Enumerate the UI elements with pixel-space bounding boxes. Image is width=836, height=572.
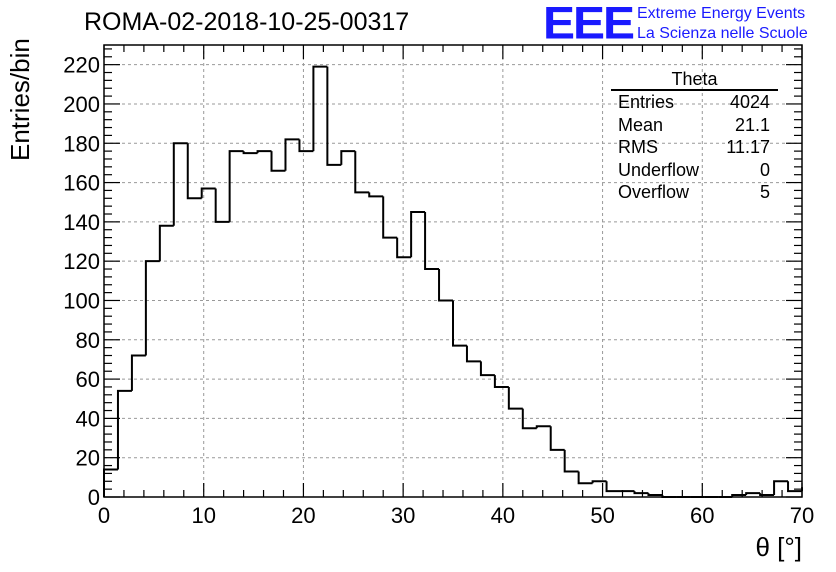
stats-label: RMS — [618, 137, 658, 157]
histogram-bin — [787, 481, 802, 493]
histogram-bin — [172, 142, 188, 226]
stats-box: Theta Entries 4024 Mean 21.1 RMS 11.17 Unde… — [611, 69, 778, 204]
y-tick-label: 40 — [76, 406, 100, 431]
histogram-bin — [521, 408, 537, 430]
plot-frame — [103, 44, 803, 498]
x-tick-label: 20 — [291, 503, 315, 528]
y-tick-label: 80 — [76, 328, 100, 353]
histogram-bin — [214, 188, 230, 223]
y-tick-label: 60 — [76, 367, 100, 392]
histogram-bin — [633, 491, 649, 495]
logo-caption: Extreme Energy Events La Scienza nelle S… — [637, 4, 808, 44]
histogram-bin — [116, 389, 132, 470]
histogram-bin — [647, 493, 663, 497]
histogram-bin — [130, 354, 146, 391]
x-tick-label: 40 — [491, 503, 515, 528]
histogram-bin — [298, 139, 314, 153]
stats-row: Entries 4024 — [611, 91, 778, 114]
histogram-bin — [340, 150, 356, 165]
histogram-bin — [242, 151, 258, 155]
stats-value: 5 — [759, 182, 770, 202]
y-tick-label: 100 — [63, 288, 100, 313]
stats-value: 21.1 — [734, 114, 770, 135]
histogram-bin — [144, 260, 160, 356]
x-axis-label: θ [°] — [755, 532, 802, 562]
histogram-bin — [326, 66, 342, 166]
histogram-bin — [773, 480, 789, 496]
histogram-series — [103, 65, 803, 498]
histogram-bin — [745, 492, 761, 496]
histogram-bin — [256, 150, 272, 154]
histogram-bin — [438, 269, 453, 302]
histogram-bin — [591, 480, 607, 484]
stats-value: 11.17 — [726, 137, 770, 157]
y-tick-label: 20 — [76, 446, 100, 471]
histogram-bin — [284, 138, 300, 171]
stats-label: Overflow — [618, 182, 690, 202]
histogram-bin — [200, 187, 216, 199]
stats-value: 0 — [759, 159, 770, 180]
axes: 0 10 20 30 40 50 60 700204060801001201401601802… — [63, 44, 814, 528]
histogram-bin — [368, 192, 384, 198]
histogram-bin — [424, 212, 440, 271]
stats-label: Underflow — [618, 159, 700, 180]
histogram-bin — [535, 425, 551, 429]
y-tick-label: 120 — [63, 249, 100, 274]
logo-caption-line-2: La Scienza nelle Scuole — [637, 25, 808, 42]
histogram-bin — [563, 449, 579, 473]
stats-histogram-name: Theta — [611, 69, 778, 91]
histogram-bin — [549, 426, 565, 451]
y-tick-label: 140 — [63, 210, 100, 235]
histogram-bin — [577, 471, 593, 485]
y-tick-label: 160 — [63, 171, 100, 196]
logo-caption-line-1: Extreme Energy Events — [637, 5, 806, 22]
y-tick-label: 220 — [63, 53, 100, 78]
stats-label: Mean — [618, 114, 664, 135]
chart-title: ROMA-02-2018-10-25-00317 — [84, 8, 410, 36]
histogram-bin — [493, 375, 509, 388]
stats-row: Overflow 5 — [611, 181, 778, 204]
stats-row: RMS 11.17 — [611, 136, 778, 159]
histogram-bin — [354, 151, 370, 194]
histogram-bin — [312, 65, 328, 152]
x-tick-label: 30 — [391, 503, 415, 528]
histogram-bin — [452, 300, 467, 347]
stats-label: Entries — [618, 92, 675, 112]
x-tick-label: 10 — [191, 503, 215, 528]
stats-row: Underflow 0 — [611, 159, 778, 182]
x-tick-label: 60 — [690, 503, 714, 528]
y-axis-label: Entries/bin — [5, 38, 35, 161]
histogram-bin — [465, 345, 481, 363]
eee-logo: EEE — [543, 0, 635, 49]
histogram-bin — [186, 143, 202, 200]
histogram-bin — [410, 211, 426, 258]
histogram-bin — [396, 237, 412, 259]
stats-row: Mean 21.1 — [611, 114, 778, 137]
histogram-bin — [759, 493, 775, 497]
histogram-bin — [479, 361, 495, 377]
x-tick-label: 70 — [790, 503, 814, 528]
stats-value: 4024 — [729, 92, 770, 112]
histogram-bin — [605, 481, 621, 493]
histogram-bin — [507, 386, 523, 410]
y-tick-label: 180 — [63, 131, 100, 156]
y-tick-label: 0 — [88, 485, 100, 510]
x-tick-label: 50 — [590, 503, 614, 528]
x-tick-label: 0 — [98, 503, 110, 528]
histogram-bin — [382, 196, 398, 239]
histogram-bin — [270, 151, 286, 172]
histogram-bin — [158, 224, 174, 262]
histogram-bin — [228, 150, 244, 222]
y-tick-label: 200 — [63, 92, 100, 117]
